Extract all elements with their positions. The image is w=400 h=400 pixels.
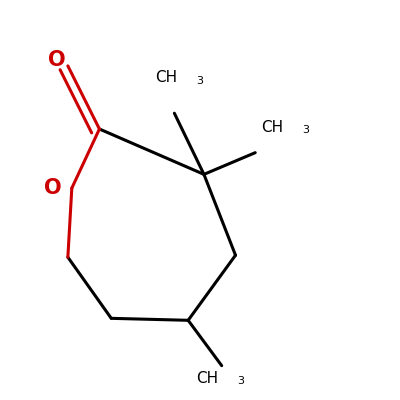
- Text: O: O: [44, 178, 62, 198]
- Text: CH: CH: [155, 70, 177, 85]
- Text: 3: 3: [196, 76, 203, 86]
- Text: 3: 3: [302, 125, 310, 135]
- Text: 3: 3: [238, 376, 244, 386]
- Text: CH: CH: [261, 120, 283, 134]
- Text: CH: CH: [196, 371, 218, 386]
- Text: O: O: [48, 50, 66, 70]
